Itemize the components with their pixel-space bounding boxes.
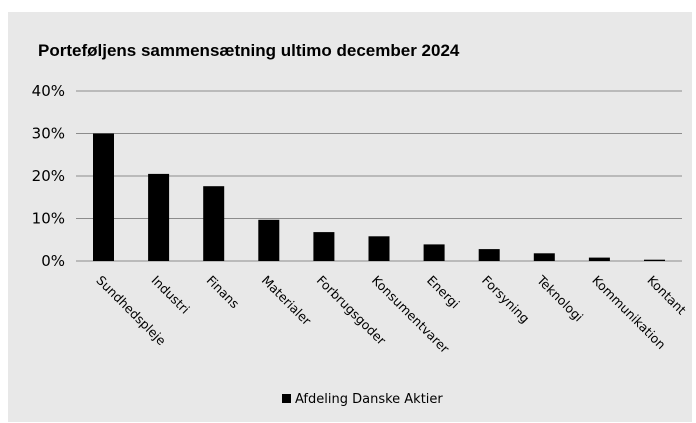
y-tick-label: 0%: [41, 252, 65, 270]
gridlines: [76, 90, 682, 262]
bar: [203, 186, 225, 261]
y-tick-label: 20%: [32, 167, 65, 185]
bar: [533, 253, 555, 261]
x-category-label: Materialer: [259, 273, 315, 329]
legend-swatch: [282, 394, 291, 403]
chart-area: Porteføljens sammensætning ultimo decemb…: [8, 12, 692, 422]
legend-label: Afdeling Danske Aktier: [295, 392, 443, 407]
bar: [588, 257, 610, 261]
y-tick-label: 40%: [32, 82, 65, 100]
bar: [368, 236, 390, 261]
bar: [644, 259, 665, 261]
bar: [423, 244, 445, 261]
y-tick-label: 30%: [32, 125, 65, 143]
bar: [313, 232, 335, 261]
bar: [478, 249, 500, 261]
bars: [93, 133, 665, 261]
legend: Afdeling Danske Aktier: [282, 392, 443, 407]
x-category-label: Industri: [149, 273, 193, 317]
bar: [258, 219, 280, 261]
chart-title: Porteføljens sammensætning ultimo decemb…: [38, 41, 460, 60]
x-category-label: Forsyning: [479, 273, 533, 327]
bar: [148, 173, 170, 261]
x-category-label: Kontant: [644, 273, 689, 318]
bar: [93, 133, 114, 261]
x-category-label: Finans: [204, 273, 243, 312]
bar-chart: Porteføljens sammensætning ultimo decemb…: [32, 41, 690, 407]
y-tick-label: 10%: [32, 210, 65, 228]
y-axis-ticks: 0% 10% 20% 30% 40%: [32, 82, 65, 270]
x-category-label: Teknologi: [533, 272, 586, 325]
x-category-label: Energi: [424, 273, 463, 312]
